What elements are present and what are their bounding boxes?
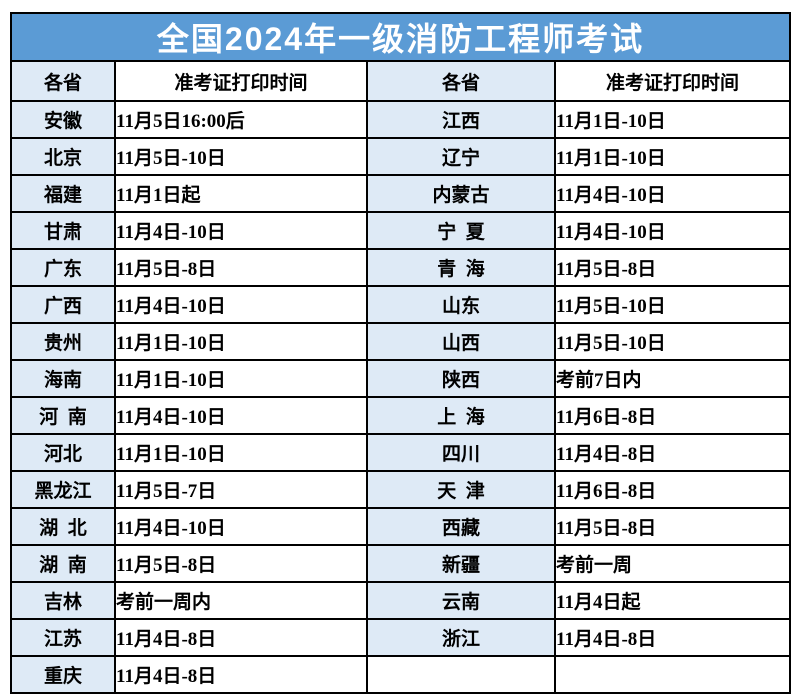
time-cell-left: 11月1日-10日 xyxy=(114,433,368,472)
province-cell-right: 青 海 xyxy=(366,248,556,287)
time-cell-right: 11月5日-8日 xyxy=(553,507,792,546)
time-cell-right: 考前7日内 xyxy=(553,359,792,398)
province-cell-left: 河 南 xyxy=(10,396,116,435)
table-row: 河 南 11月4日-10日 上 海 11月6日-8日 xyxy=(10,396,792,435)
province-cell-right: 四川 xyxy=(366,433,556,472)
table-row: 海南 11月1日-10日 陕西 考前7日内 xyxy=(10,359,792,398)
time-cell-right: 11月4日-10日 xyxy=(553,174,792,213)
header-time-right: 准考证打印时间 xyxy=(553,60,792,102)
time-cell-left: 11月5日16:00后 xyxy=(114,100,368,139)
province-cell-right: 山东 xyxy=(366,285,556,324)
header-province-left: 各省 xyxy=(10,60,116,102)
province-cell-left: 广东 xyxy=(10,248,116,287)
title-row: 全国2024年一级消防工程师考试 xyxy=(9,12,792,62)
header-row: 各省 准考证打印时间 各省 准考证打印时间 xyxy=(10,60,792,102)
province-cell-right: 内蒙古 xyxy=(366,174,556,213)
table-body: 全国2024年一级消防工程师考试 各省 准考证打印时间 各省 准考证打印时间 安… xyxy=(9,12,792,694)
time-cell-left: 11月5日-8日 xyxy=(114,248,368,287)
table-row: 江苏 11月4日-8日 浙江 11月4日-8日 xyxy=(10,618,792,657)
table-row: 黑龙江 11月5日-7日 天 津 11月6日-8日 xyxy=(10,470,792,509)
province-cell-left: 黑龙江 xyxy=(10,470,116,509)
province-cell-left: 甘肃 xyxy=(10,211,116,250)
time-cell-left: 11月5日-7日 xyxy=(114,470,368,509)
province-cell-right: 宁 夏 xyxy=(366,211,556,250)
time-cell-left: 11月1日起 xyxy=(114,174,368,213)
province-cell-right: 天 津 xyxy=(366,470,556,509)
time-cell-left: 考前一周内 xyxy=(114,581,368,620)
empty-time-cell xyxy=(553,655,792,694)
time-cell-right: 11月5日-10日 xyxy=(553,285,792,324)
province-cell-left: 北京 xyxy=(10,137,116,176)
province-cell-right: 辽宁 xyxy=(366,137,556,176)
table-row: 重庆 11月4日-8日 xyxy=(10,655,792,694)
time-cell-left: 11月4日-10日 xyxy=(114,211,368,250)
table-row: 吉林 考前一周内 云南 11月4日起 xyxy=(10,581,792,620)
table-row: 甘肃 11月4日-10日 宁 夏 11月4日-10日 xyxy=(10,211,792,250)
time-cell-left: 11月4日-10日 xyxy=(114,507,368,546)
exam-schedule-table: 全国2024年一级消防工程师考试 各省 准考证打印时间 各省 准考证打印时间 安… xyxy=(9,12,792,694)
time-cell-left: 11月1日-10日 xyxy=(114,359,368,398)
time-cell-left: 11月4日-10日 xyxy=(114,285,368,324)
header-time-left: 准考证打印时间 xyxy=(114,60,368,102)
time-cell-right: 11月4日-8日 xyxy=(553,618,792,657)
time-cell-right: 11月1日-10日 xyxy=(553,137,792,176)
page-title: 全国2024年一级消防工程师考试 xyxy=(9,12,792,62)
time-cell-left: 11月1日-10日 xyxy=(114,322,368,361)
time-cell-right: 11月5日-8日 xyxy=(553,248,792,287)
time-cell-right: 11月4日起 xyxy=(553,581,792,620)
province-cell-right: 江西 xyxy=(366,100,556,139)
table-row: 贵州 11月1日-10日 山西 11月5日-10日 xyxy=(10,322,792,361)
table-row: 安徽 11月5日16:00后 江西 11月1日-10日 xyxy=(10,100,792,139)
empty-province-cell xyxy=(366,655,556,694)
province-cell-left: 江苏 xyxy=(10,618,116,657)
table-row: 福建 11月1日起 内蒙古 11月4日-10日 xyxy=(10,174,792,213)
time-cell-right: 11月1日-10日 xyxy=(553,100,792,139)
header-province-right: 各省 xyxy=(366,60,556,102)
province-cell-right: 上 海 xyxy=(366,396,556,435)
province-cell-left: 湖 南 xyxy=(10,544,116,583)
province-cell-left: 海南 xyxy=(10,359,116,398)
province-cell-left: 湖 北 xyxy=(10,507,116,546)
time-cell-left: 11月4日-8日 xyxy=(114,618,368,657)
exam-schedule-sheet: 全国2024年一级消防工程师考试 各省 准考证打印时间 各省 准考证打印时间 安… xyxy=(9,12,792,694)
time-cell-right: 11月4日-8日 xyxy=(553,433,792,472)
province-cell-right: 山西 xyxy=(366,322,556,361)
province-cell-right: 浙江 xyxy=(366,618,556,657)
province-cell-right: 云南 xyxy=(366,581,556,620)
province-cell-left: 重庆 xyxy=(10,655,116,694)
province-cell-left: 安徽 xyxy=(10,100,116,139)
time-cell-right: 11月6日-8日 xyxy=(553,396,792,435)
time-cell-right: 11月4日-10日 xyxy=(553,211,792,250)
province-cell-left: 贵州 xyxy=(10,322,116,361)
time-cell-left: 11月4日-8日 xyxy=(114,655,368,694)
time-cell-left: 11月5日-8日 xyxy=(114,544,368,583)
province-cell-left: 广西 xyxy=(10,285,116,324)
province-cell-right: 西藏 xyxy=(366,507,556,546)
time-cell-left: 11月4日-10日 xyxy=(114,396,368,435)
time-cell-right: 考前一周 xyxy=(553,544,792,583)
table-row: 广东 11月5日-8日 青 海 11月5日-8日 xyxy=(10,248,792,287)
table-row: 北京 11月5日-10日 辽宁 11月1日-10日 xyxy=(10,137,792,176)
table-row: 湖 北 11月4日-10日 西藏 11月5日-8日 xyxy=(10,507,792,546)
table-row: 广西 11月4日-10日 山东 11月5日-10日 xyxy=(10,285,792,324)
time-cell-right: 11月6日-8日 xyxy=(553,470,792,509)
table-row: 湖 南 11月5日-8日 新疆 考前一周 xyxy=(10,544,792,583)
time-cell-left: 11月5日-10日 xyxy=(114,137,368,176)
province-cell-right: 陕西 xyxy=(366,359,556,398)
province-cell-right: 新疆 xyxy=(366,544,556,583)
time-cell-right: 11月5日-10日 xyxy=(553,322,792,361)
province-cell-left: 福建 xyxy=(10,174,116,213)
province-cell-left: 吉林 xyxy=(10,581,116,620)
table-row: 河北 11月1日-10日 四川 11月4日-8日 xyxy=(10,433,792,472)
province-cell-left: 河北 xyxy=(10,433,116,472)
